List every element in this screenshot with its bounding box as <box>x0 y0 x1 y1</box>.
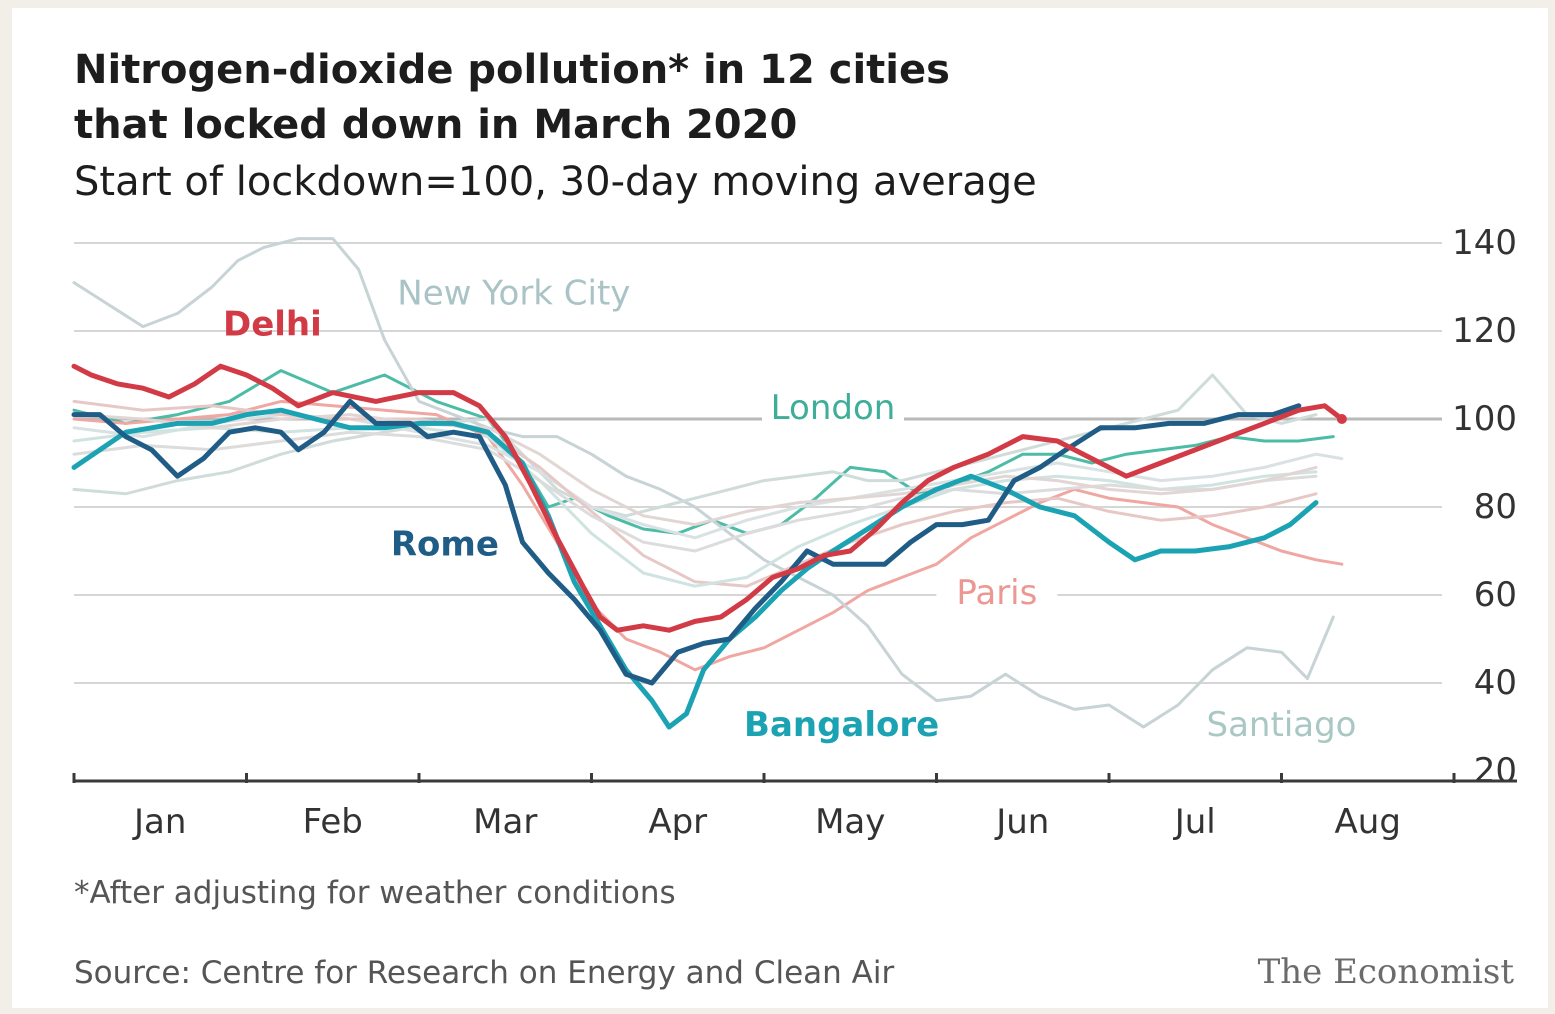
label-gap-paris <box>936 573 1058 614</box>
label-paris: Paris <box>956 573 1037 613</box>
series-line-rome <box>71 398 1302 686</box>
series-line-london <box>72 369 1335 535</box>
x-tick-jun: Jun <box>994 802 1049 842</box>
delhi-end-marker <box>1336 414 1347 424</box>
chart-title: Nitrogen-dioxide pollution* in 12 cities… <box>74 47 950 148</box>
x-tick-aug: Aug <box>1335 802 1401 842</box>
y-axis-ticks: 140 120 100 80 60 40 20 <box>1452 223 1517 791</box>
series-line-unlabelled-8 <box>72 413 1318 527</box>
x-tick-may: May <box>815 802 885 842</box>
x-tick-apr: Apr <box>648 802 707 842</box>
series-line-new-york-city <box>72 237 1335 729</box>
series-line-unlabelled-7 <box>72 430 1318 553</box>
y-tick-20: 20 <box>1474 751 1517 791</box>
chart-card: Nitrogen-dioxide pollution* in 12 cities… <box>12 8 1548 1008</box>
label-gap-london <box>762 389 904 429</box>
series-line-bangalore <box>71 407 1319 730</box>
chart-subtitle: Start of lockdown=100, 30-day moving ave… <box>74 159 1037 205</box>
series-lines <box>71 237 1347 730</box>
x-tick-jul: Jul <box>1173 802 1216 842</box>
y-tick-100: 100 <box>1452 399 1517 439</box>
series-line-delhi <box>71 363 1345 633</box>
y-tick-140: 140 <box>1452 223 1517 263</box>
series-labels: Delhi New York City London Rome Paris Bangalo… <box>223 274 1357 745</box>
label-bangalore: Bangalore <box>744 705 939 745</box>
label-new-york-city: New York City <box>397 274 630 314</box>
label-rome: Rome <box>391 524 499 564</box>
title-line-1: Nitrogen-dioxide pollution* in 12 cities <box>74 47 950 93</box>
y-tick-60: 60 <box>1474 575 1517 615</box>
label-santiago: Santiago <box>1207 705 1357 745</box>
x-tick-jan: Jan <box>132 802 186 842</box>
y-tick-120: 120 <box>1452 311 1517 351</box>
x-tick-mar: Mar <box>473 802 537 842</box>
chart-svg: Nitrogen-dioxide pollution* in 12 cities… <box>71 47 1517 992</box>
y-tick-80: 80 <box>1474 487 1517 527</box>
series-line-santiago <box>72 373 1318 518</box>
source-note: Source: Centre for Research on Energy an… <box>74 955 894 991</box>
title-line-2: that locked down in March 2020 <box>74 102 797 148</box>
y-tick-40: 40 <box>1474 663 1517 703</box>
x-axis: Jan Feb Mar Apr May Jun Jul Aug <box>72 773 1517 842</box>
x-tick-feb: Feb <box>303 802 363 842</box>
label-london: London <box>771 388 896 428</box>
label-delhi: Delhi <box>223 304 322 344</box>
brand-logo: The Economist <box>1258 952 1515 992</box>
footnote: *After adjusting for weather conditions <box>74 875 676 911</box>
